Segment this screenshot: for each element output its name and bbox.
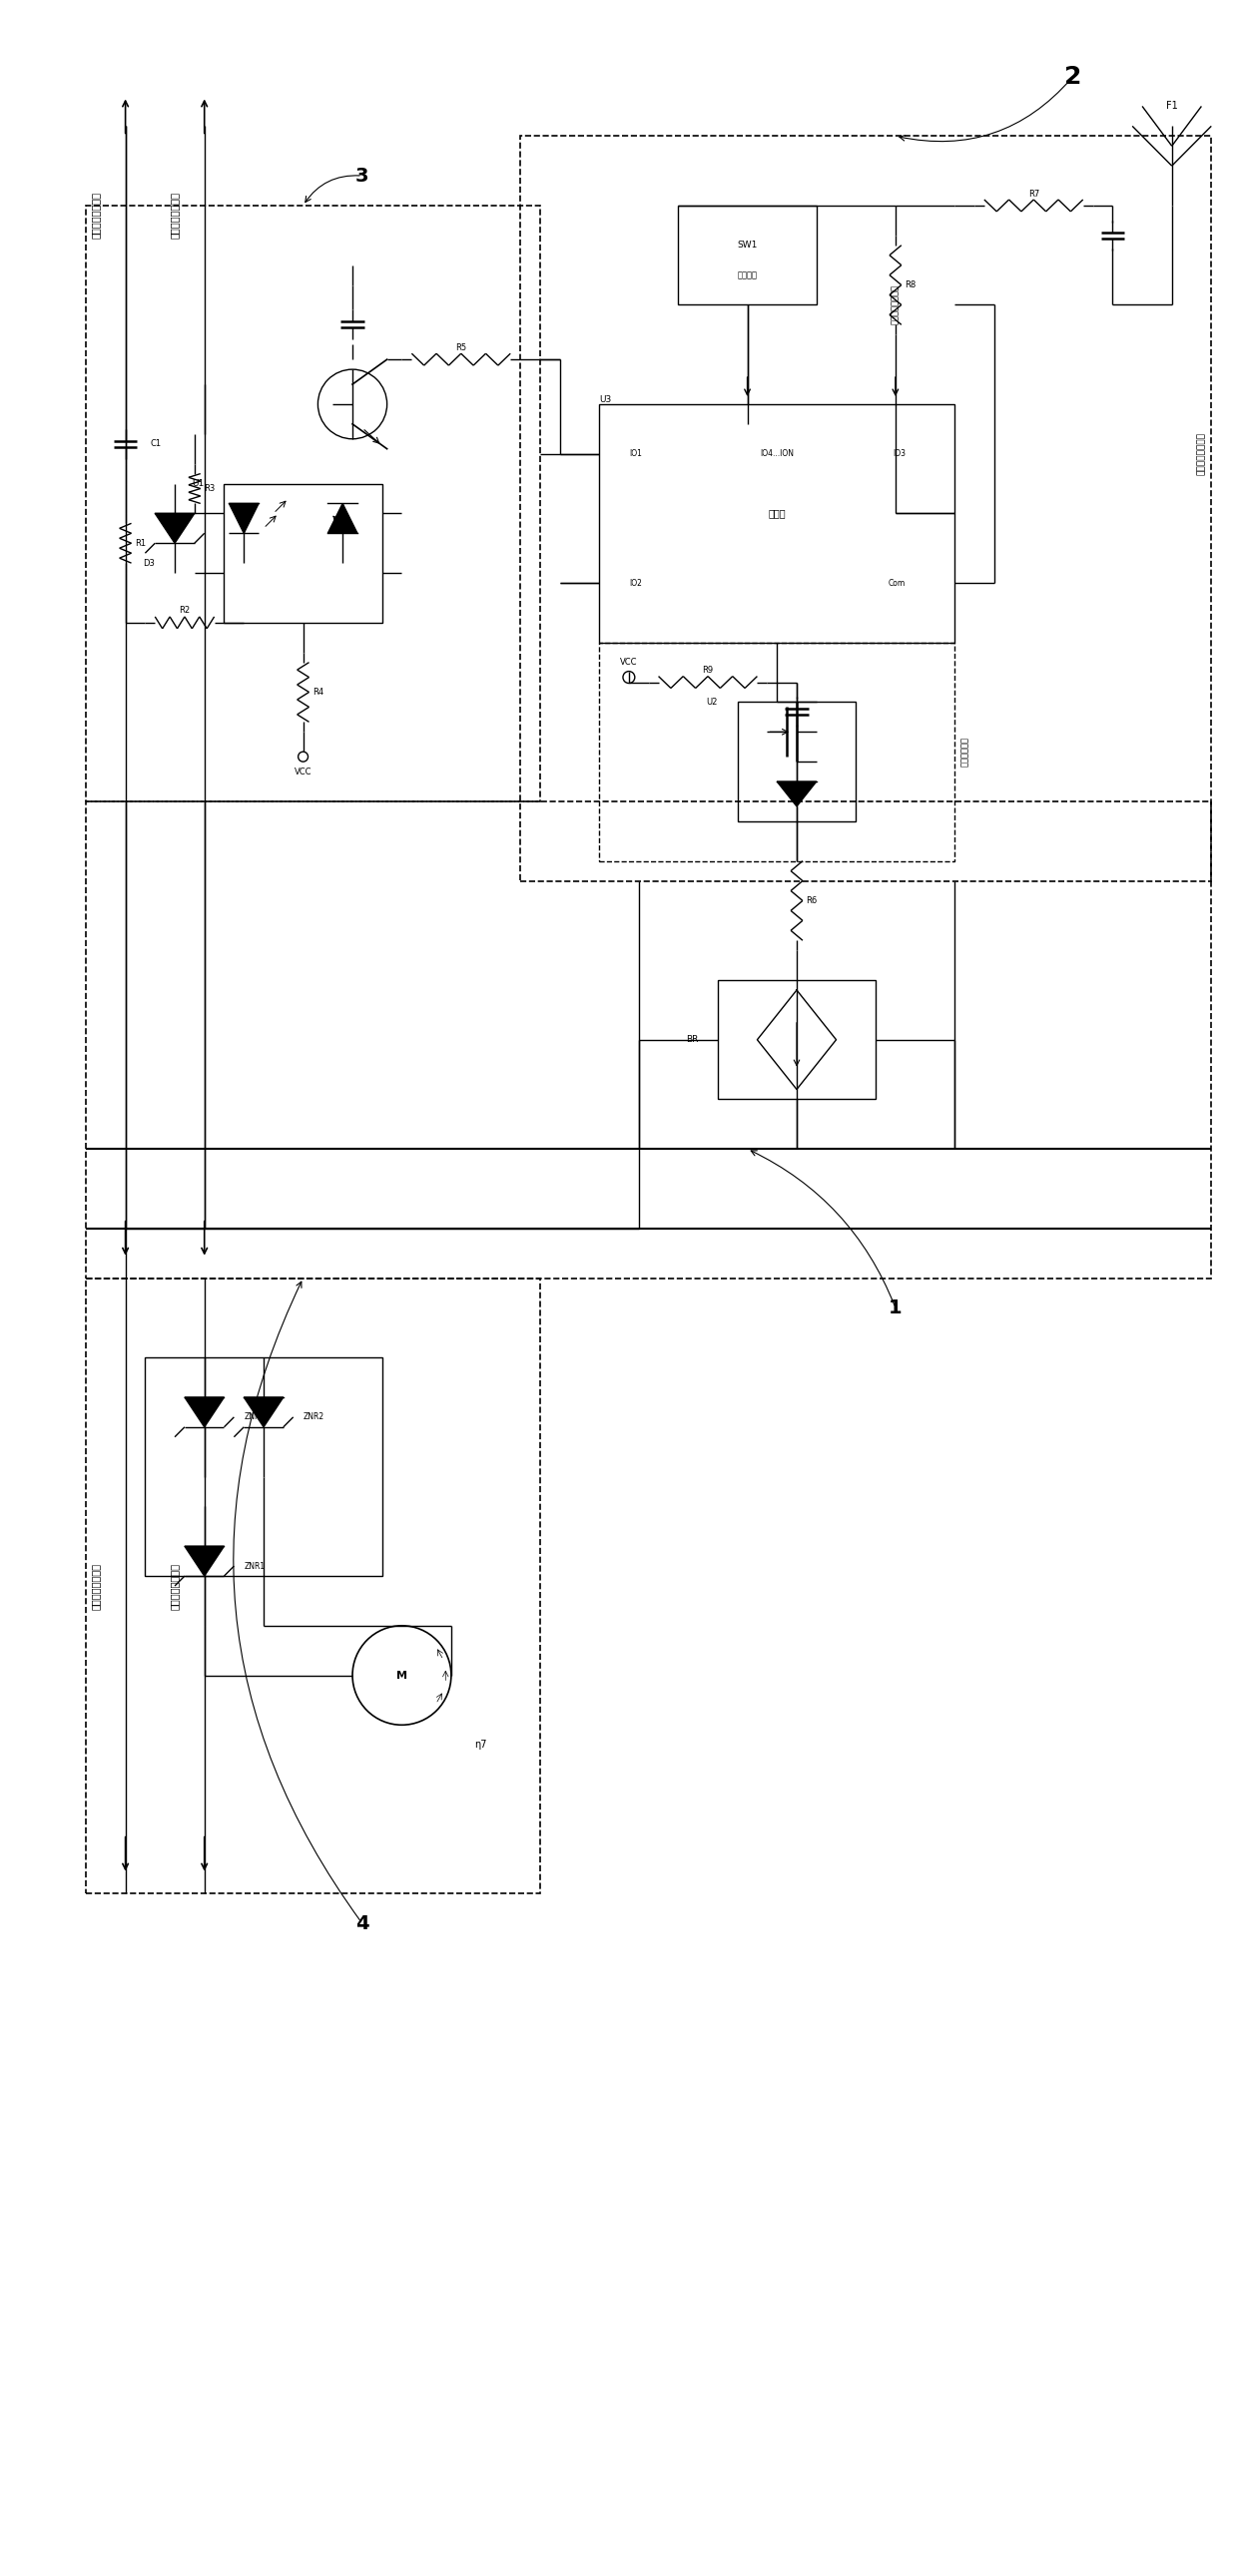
Text: R2: R2 xyxy=(180,605,191,616)
Text: C1: C1 xyxy=(150,440,161,448)
Text: BR: BR xyxy=(686,1036,698,1043)
Text: D3: D3 xyxy=(144,559,155,567)
Text: F1: F1 xyxy=(1166,100,1177,111)
Text: R4: R4 xyxy=(312,688,323,696)
Bar xyxy=(718,979,875,1100)
Text: VCC: VCC xyxy=(620,657,638,667)
Text: 4: 4 xyxy=(355,1914,369,1932)
Text: U2: U2 xyxy=(707,698,718,706)
Text: IO3: IO3 xyxy=(893,448,905,459)
Polygon shape xyxy=(155,513,194,544)
Text: M: M xyxy=(396,1669,407,1680)
Text: U1: U1 xyxy=(192,479,204,487)
Text: ZNR2: ZNR2 xyxy=(303,1412,324,1422)
Polygon shape xyxy=(229,502,259,533)
Text: 控制器: 控制器 xyxy=(768,507,786,518)
Text: 交流电源零线输出: 交流电源零线输出 xyxy=(90,193,100,240)
Text: Com: Com xyxy=(888,580,905,587)
Text: R6: R6 xyxy=(806,896,817,904)
Bar xyxy=(599,641,954,860)
Text: 交流电源相线输出: 交流电源相线输出 xyxy=(170,193,180,240)
Polygon shape xyxy=(184,1546,224,1577)
Text: 外部输入开关信号: 外部输入开关信号 xyxy=(891,286,900,325)
Polygon shape xyxy=(328,502,358,533)
Text: 交流电源零线输入: 交流电源零线输入 xyxy=(90,1564,100,1610)
Text: 远程通信控制信号: 远程通信控制信号 xyxy=(1197,433,1206,477)
Text: IO2: IO2 xyxy=(629,580,641,587)
Polygon shape xyxy=(777,781,816,806)
Text: VCC: VCC xyxy=(295,768,312,775)
Text: R3: R3 xyxy=(204,484,215,492)
Bar xyxy=(599,404,954,641)
Text: 拨码开关: 拨码开关 xyxy=(738,270,758,281)
Bar xyxy=(224,484,383,623)
Text: R1: R1 xyxy=(135,538,146,549)
Text: 过零检测信号: 过零检测信号 xyxy=(959,737,969,768)
Text: R5: R5 xyxy=(456,343,467,353)
Text: 3: 3 xyxy=(355,167,369,185)
Text: 2: 2 xyxy=(1065,64,1082,88)
Bar xyxy=(678,206,816,304)
Text: η7: η7 xyxy=(474,1739,487,1749)
Text: IO1: IO1 xyxy=(629,448,641,459)
Bar xyxy=(145,1358,383,1577)
Text: IO4...ION: IO4...ION xyxy=(760,448,794,459)
Text: ZNR3: ZNR3 xyxy=(244,1412,265,1422)
Text: R8: R8 xyxy=(905,281,916,289)
Bar xyxy=(85,1278,540,1893)
Bar xyxy=(738,703,855,822)
Bar xyxy=(85,206,540,801)
Text: R9: R9 xyxy=(702,665,713,675)
Text: U3: U3 xyxy=(599,394,612,404)
Bar xyxy=(520,137,1211,881)
Polygon shape xyxy=(184,1396,224,1427)
Polygon shape xyxy=(244,1396,284,1427)
Text: SW1: SW1 xyxy=(737,240,758,250)
Bar xyxy=(85,801,1211,1278)
Text: R7: R7 xyxy=(1028,188,1039,198)
Text: 交流电源相线输入: 交流电源相线输入 xyxy=(170,1564,180,1610)
Text: ZNR1: ZNR1 xyxy=(244,1561,265,1571)
Text: 1: 1 xyxy=(889,1298,903,1316)
